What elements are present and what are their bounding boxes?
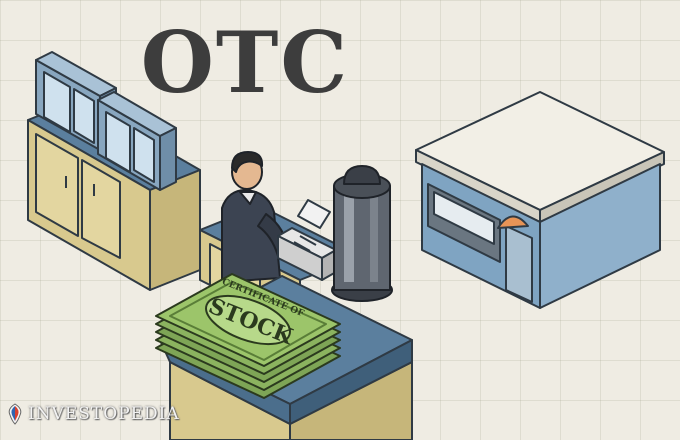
lamp-pillar — [331, 165, 393, 302]
display-case-right — [97, 91, 177, 191]
display-case-left — [35, 51, 117, 151]
title-otc: OTC — [141, 13, 350, 112]
brand-watermark: INVESTOPEDIA — [6, 400, 180, 428]
cash-register — [277, 199, 337, 281]
store-building — [415, 91, 665, 309]
brand-name: INVESTOPEDIA — [28, 404, 180, 424]
clerk-person — [221, 151, 289, 283]
investopedia-logo-mark-icon — [8, 403, 22, 425]
stock-certificate-stack — [155, 273, 341, 399]
